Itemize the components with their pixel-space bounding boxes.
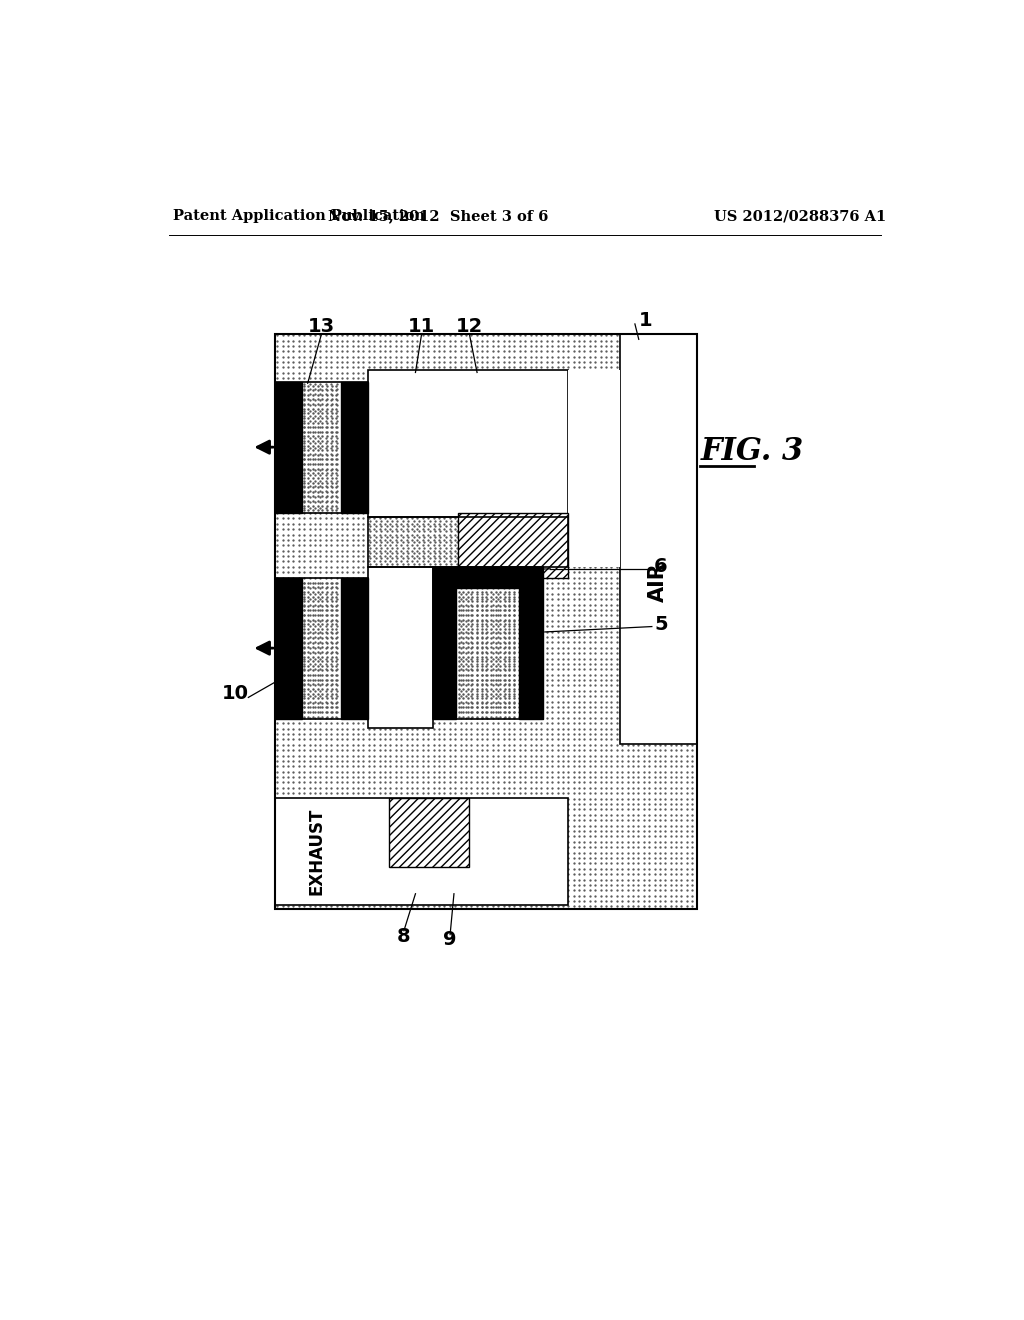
Bar [274, 381, 368, 512]
Bar [274, 334, 696, 909]
Bar [620, 334, 696, 743]
Text: 13: 13 [308, 317, 335, 335]
Bar [519, 566, 543, 719]
Bar [341, 381, 368, 512]
Text: 6: 6 [654, 557, 668, 576]
Text: 8: 8 [397, 927, 411, 945]
Bar [368, 566, 433, 729]
Bar [341, 578, 368, 719]
Bar [368, 517, 568, 566]
Text: Patent Application Publication: Patent Application Publication [173, 209, 425, 223]
Bar [388, 797, 469, 867]
Bar [274, 381, 301, 512]
Bar [441, 566, 535, 589]
Bar [274, 578, 301, 719]
Text: AIR: AIR [648, 562, 668, 602]
Bar [433, 566, 457, 719]
Text: 9: 9 [443, 931, 457, 949]
Text: 5: 5 [654, 615, 668, 634]
Bar [274, 578, 368, 719]
Bar [458, 512, 568, 578]
Bar [274, 797, 568, 906]
Text: FIG. 3: FIG. 3 [700, 436, 804, 466]
Text: 10: 10 [221, 684, 249, 704]
Bar [433, 566, 543, 719]
Text: 11: 11 [408, 317, 435, 335]
Text: Nov. 15, 2012  Sheet 3 of 6: Nov. 15, 2012 Sheet 3 of 6 [329, 209, 549, 223]
Text: 12: 12 [456, 317, 483, 335]
Bar [568, 370, 620, 566]
Text: EXHAUST: EXHAUST [308, 808, 326, 895]
Bar [368, 370, 568, 517]
Text: 1: 1 [639, 310, 652, 330]
Text: US 2012/0288376 A1: US 2012/0288376 A1 [715, 209, 887, 223]
